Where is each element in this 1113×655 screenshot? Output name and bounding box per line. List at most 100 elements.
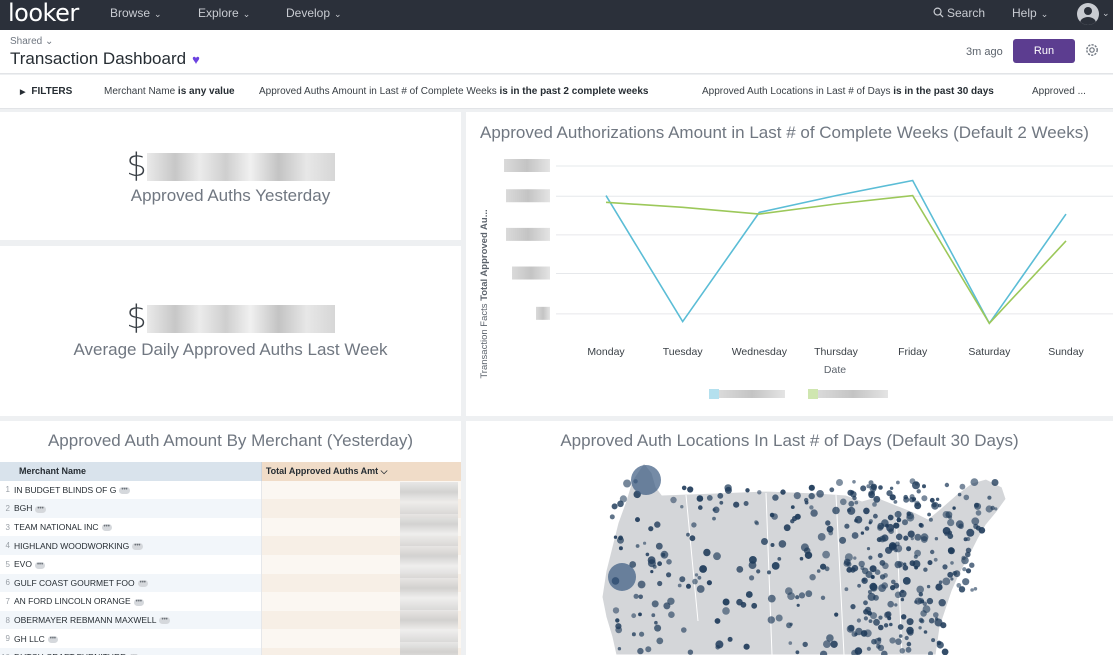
location-dot — [713, 552, 721, 561]
column-header-merchant-name[interactable]: Merchant Name — [0, 462, 262, 481]
user-avatar-icon[interactable] — [1077, 3, 1099, 25]
chevron-down-icon[interactable]: ⌄ — [1102, 8, 1110, 18]
us-map[interactable] — [466, 421, 1113, 655]
single-value-label: Average Daily Approved Auths Last Week — [73, 340, 388, 359]
location-dot — [770, 543, 775, 547]
location-dot — [668, 611, 675, 618]
location-dot — [844, 553, 853, 562]
location-dot — [916, 585, 924, 594]
nav-search[interactable]: Search — [933, 6, 985, 20]
location-dot — [810, 509, 818, 517]
filter-field: Approved Auths Amount in Last # of Compl… — [259, 86, 497, 97]
breadcrumb[interactable]: Shared ⌄ — [10, 36, 54, 47]
location-cluster[interactable] — [631, 465, 661, 495]
location-dot — [970, 588, 974, 592]
location-dot — [769, 512, 775, 518]
location-dot — [757, 490, 762, 495]
location-dot — [991, 479, 999, 486]
table-row[interactable]: 6 GULF COAST GOURMET FOO ••• — [0, 573, 461, 593]
location-dot — [733, 501, 740, 508]
table-row[interactable]: 3 TEAM NATIONAL INC ••• — [0, 517, 461, 537]
merchant-name-cell[interactable]: GULF COAST GOURMET FOO ••• — [14, 573, 262, 593]
redacted-value — [146, 305, 335, 333]
location-dot — [907, 530, 915, 538]
location-dot — [934, 537, 939, 541]
location-dot — [958, 586, 966, 593]
merchant-name-cell[interactable]: OBERMAYER REBMANN MAXWELL ••• — [14, 610, 262, 630]
merchant-name-cell[interactable]: TEAM NATIONAL INC ••• — [14, 517, 262, 537]
column-header-total-approved[interactable]: Total Approved Auths Amt ⌵ — [261, 462, 461, 481]
location-dot — [783, 524, 791, 532]
merchant-name-cell[interactable]: EVO ••• — [14, 554, 262, 574]
merchant-name-cell[interactable]: HIGHLAND WOODWORKING ••• — [14, 536, 262, 555]
filter-approved-more[interactable]: Approved ... — [1032, 86, 1086, 97]
location-dot — [698, 505, 703, 510]
merchant-name-cell[interactable]: IN BUDGET BLINDS OF G ••• — [14, 480, 262, 500]
table-row[interactable]: 9 GH LLC ••• — [0, 629, 461, 648]
run-button[interactable]: Run — [1013, 39, 1075, 63]
nav-develop[interactable]: Develop ⌄ — [286, 6, 342, 20]
looker-logo[interactable]: looker — [8, 0, 79, 27]
more-options-icon[interactable]: ••• — [133, 598, 144, 606]
location-dot — [654, 521, 661, 528]
merchant-name-cell[interactable]: GH LLC ••• — [14, 629, 262, 648]
gear-icon[interactable] — [1084, 42, 1100, 58]
location-dot — [903, 535, 909, 541]
location-dot — [808, 492, 815, 500]
filters-toggle[interactable]: ▶ FILTERS — [20, 86, 72, 97]
location-dot — [963, 494, 970, 501]
currency-symbol: $ — [126, 146, 147, 184]
merchant-name-cell[interactable]: BGH ••• — [14, 499, 262, 518]
location-dot — [696, 585, 705, 593]
location-cluster[interactable] — [608, 563, 636, 591]
filter-approved-auths-amount[interactable]: Approved Auths Amount in Last # of Compl… — [259, 86, 648, 97]
location-dot — [639, 631, 645, 637]
more-options-icon[interactable]: ••• — [34, 561, 46, 569]
series-line-2[interactable] — [605, 194, 1067, 325]
location-dot — [751, 602, 758, 609]
series-line-1[interactable] — [605, 179, 1067, 325]
more-options-icon[interactable]: ••• — [35, 505, 46, 513]
table-row[interactable]: 7 AN FORD LINCOLN ORANGE ••• — [0, 592, 461, 611]
more-options-icon[interactable]: ••• — [159, 617, 170, 625]
location-dot — [689, 535, 696, 542]
line-chart: Monday Tuesday Wednesday Thursday Friday Satu… — [479, 159, 1113, 399]
filter-merchant-name[interactable]: Merchant Name is any value — [104, 86, 235, 97]
location-dot — [617, 536, 624, 544]
table-row[interactable]: 2 BGH ••• — [0, 499, 461, 518]
location-dot — [618, 546, 623, 551]
nav-explore[interactable]: Explore ⌄ — [198, 6, 250, 20]
location-dot — [749, 556, 757, 564]
more-options-icon[interactable]: ••• — [101, 524, 112, 532]
location-dot — [650, 570, 654, 574]
more-options-icon[interactable]: ••• — [47, 635, 59, 643]
merchant-name-cell[interactable]: DUTCH CRAFT FURNITURE••• — [14, 647, 262, 655]
location-dot — [719, 500, 724, 505]
more-options-icon[interactable]: ••• — [137, 580, 148, 588]
row-number: 5 — [5, 559, 10, 569]
location-dot — [697, 575, 702, 580]
table-row[interactable]: 4 HIGHLAND WOODWORKING ••• — [0, 536, 461, 555]
location-dot — [965, 568, 972, 574]
location-dot — [866, 646, 871, 651]
more-options-icon[interactable]: ••• — [132, 542, 143, 550]
last-updated: 3m ago — [966, 46, 1003, 58]
location-dot — [922, 605, 931, 613]
filter-condition: is any value — [177, 86, 235, 97]
filter-approved-auth-locations[interactable]: Approved Auth Locations in Last # of Day… — [702, 86, 994, 97]
table-row[interactable]: 10DUTCH CRAFT FURNITURE••• — [0, 647, 461, 655]
table-row[interactable]: 1 IN BUDGET BLINDS OF G ••• — [0, 480, 461, 500]
table-row[interactable]: 8 OBERMAYER REBMANN MAXWELL ••• — [0, 610, 461, 630]
nav-browse[interactable]: Browse ⌄ — [110, 6, 162, 20]
location-dot — [920, 536, 928, 543]
merchant-name-cell[interactable]: AN FORD LINCOLN ORANGE ••• — [14, 592, 262, 611]
heart-icon[interactable]: ♥ — [192, 52, 200, 67]
location-dot — [854, 515, 863, 524]
location-dot — [692, 578, 698, 585]
table-row[interactable]: 5 EVO ••• — [0, 554, 461, 574]
location-dot — [848, 500, 855, 507]
nav-help[interactable]: Help ⌄ — [1012, 6, 1048, 20]
location-dot — [912, 497, 917, 502]
more-options-icon[interactable]: ••• — [119, 487, 130, 495]
location-dot — [919, 618, 925, 624]
